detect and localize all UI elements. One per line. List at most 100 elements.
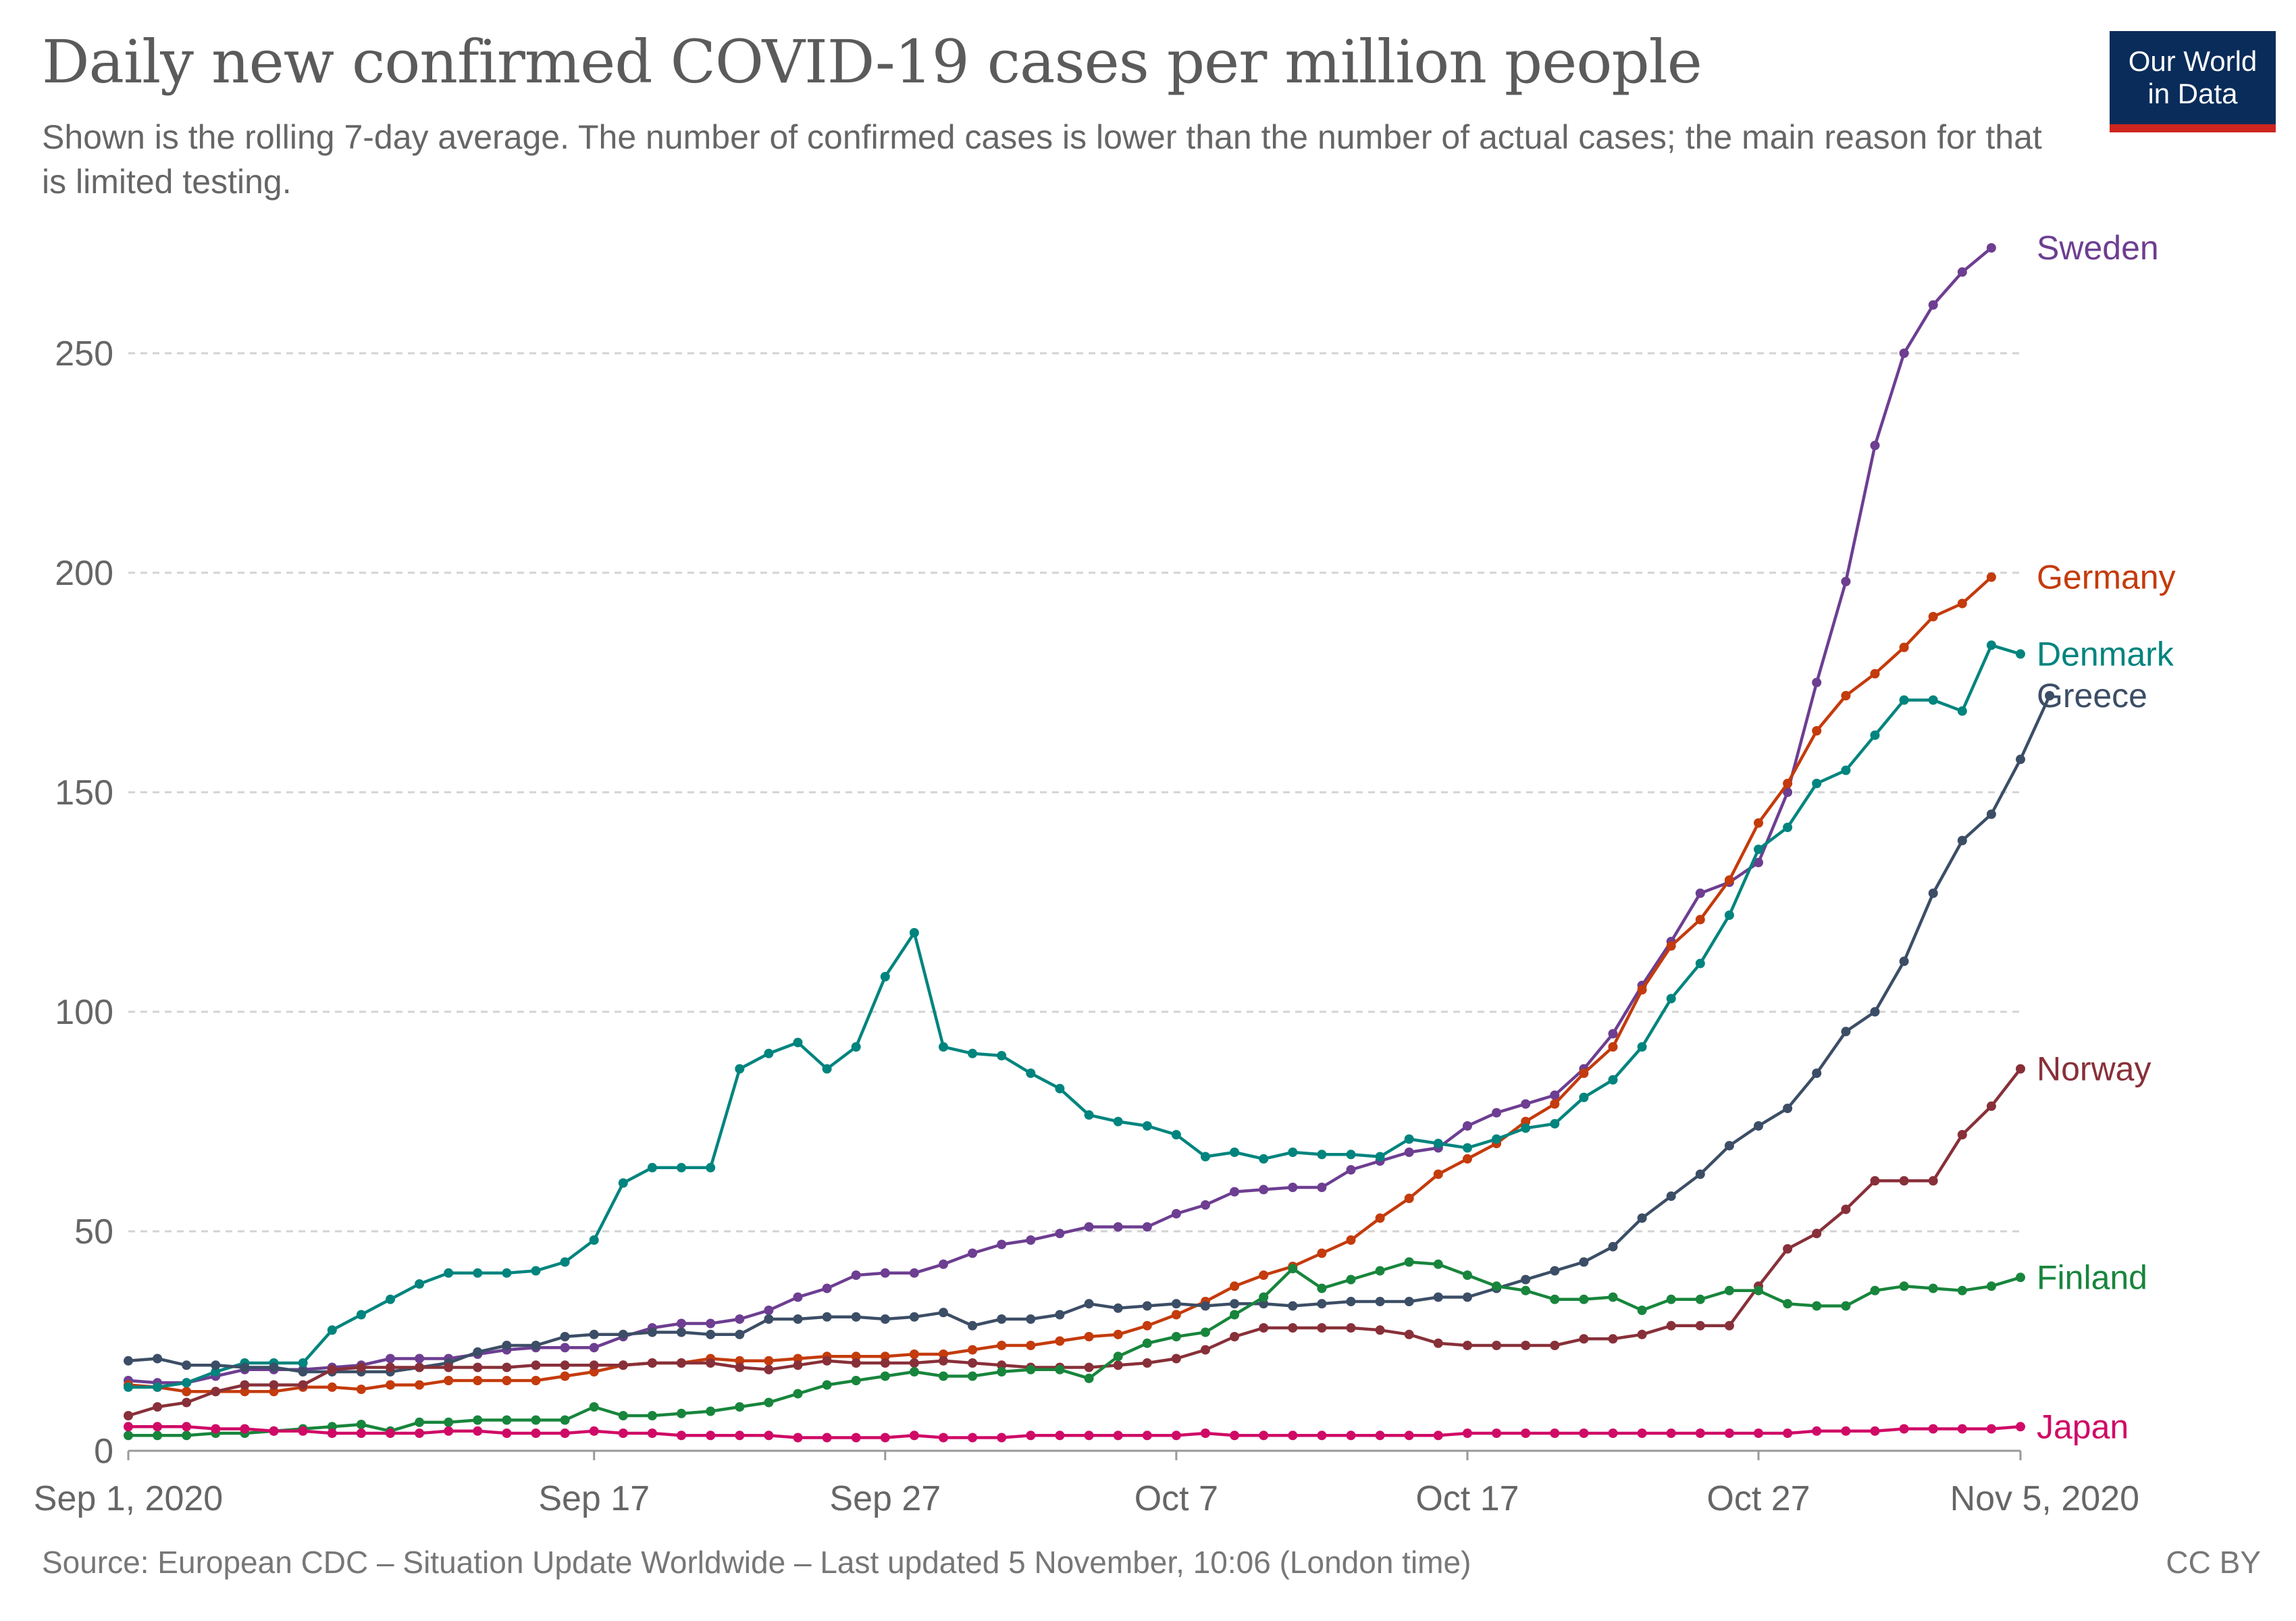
data-point <box>1463 1154 1472 1164</box>
data-point <box>1550 1090 1560 1100</box>
data-point <box>1113 1352 1123 1362</box>
data-point <box>851 1270 861 1280</box>
data-point <box>1579 1092 1589 1102</box>
data-point <box>1754 818 1763 828</box>
data-point <box>327 1382 337 1392</box>
data-point <box>1084 1222 1094 1232</box>
data-point <box>1288 1148 1298 1157</box>
data-point <box>822 1380 832 1390</box>
data-point <box>1171 1130 1181 1139</box>
data-point <box>1142 1222 1152 1232</box>
data-point <box>1463 1270 1472 1280</box>
data-point <box>531 1341 541 1350</box>
series-line <box>128 1425 2021 1439</box>
data-point <box>793 1433 803 1443</box>
data-point <box>415 1429 425 1438</box>
data-point <box>997 1367 1007 1376</box>
data-point <box>1957 835 1967 846</box>
data-point <box>1754 1285 1763 1295</box>
data-point <box>1928 1283 1938 1293</box>
data-point <box>153 1354 163 1364</box>
data-point <box>1928 612 1938 621</box>
series-germany <box>124 572 1996 1397</box>
data-point <box>1346 1275 1356 1285</box>
data-point <box>2016 1422 2025 1432</box>
data-point <box>1579 1294 1589 1304</box>
data-point <box>735 1064 745 1074</box>
data-point <box>1695 1169 1705 1179</box>
data-point <box>997 1239 1007 1250</box>
data-point <box>327 1325 337 1335</box>
data-point <box>1375 1152 1385 1162</box>
data-point <box>735 1431 745 1441</box>
data-point <box>735 1356 745 1366</box>
y-tick-label: 250 <box>55 334 113 374</box>
data-point <box>909 1268 919 1278</box>
series-label-japan: Japan <box>2037 1408 2129 1445</box>
data-point <box>2016 1064 2025 1074</box>
data-point <box>182 1431 192 1441</box>
data-point <box>1812 1069 1822 1078</box>
data-point <box>1550 1118 1560 1129</box>
data-point <box>1201 1200 1210 1210</box>
data-point <box>589 1367 599 1376</box>
data-point <box>502 1429 512 1438</box>
data-point <box>1695 1429 1705 1438</box>
data-point <box>1841 1301 1851 1311</box>
data-point <box>1404 1134 1414 1144</box>
data-point <box>822 1283 832 1293</box>
data-point <box>386 1294 395 1304</box>
data-point <box>1375 1213 1385 1223</box>
data-point <box>939 1371 948 1381</box>
data-point <box>1841 691 1851 700</box>
data-point <box>1783 1429 1793 1438</box>
data-point <box>1492 1281 1502 1291</box>
data-point <box>1259 1431 1269 1441</box>
data-point <box>415 1362 425 1372</box>
data-point <box>1521 1341 1531 1350</box>
data-point <box>1637 1213 1647 1223</box>
data-point <box>793 1354 803 1364</box>
data-point <box>1084 1373 1094 1383</box>
data-point <box>706 1329 716 1339</box>
series-label-denmark: Denmark <box>2037 635 2174 673</box>
series-line <box>128 575 1993 1393</box>
data-point <box>1928 1176 1938 1186</box>
data-point <box>1899 642 1909 652</box>
data-point <box>211 1360 221 1370</box>
data-point <box>1288 1323 1298 1333</box>
data-point <box>706 1358 716 1368</box>
data-point <box>1259 1270 1269 1280</box>
data-point <box>1259 1185 1269 1195</box>
data-point <box>968 1345 978 1355</box>
data-point <box>1928 300 1938 310</box>
data-point <box>1404 1148 1414 1157</box>
data-point <box>1870 1007 1880 1017</box>
data-point <box>1259 1154 1269 1164</box>
data-point <box>1666 994 1676 1004</box>
grid-lines: 0 50 100 150 200 250 <box>55 334 2020 1471</box>
data-point <box>1754 1429 1763 1438</box>
data-point <box>1346 1150 1356 1160</box>
data-point <box>240 1387 250 1397</box>
data-point <box>269 1387 279 1397</box>
data-point <box>1986 640 1996 650</box>
data-point <box>1259 1299 1269 1309</box>
data-point <box>444 1426 454 1436</box>
data-point <box>1783 823 1793 832</box>
data-point <box>269 1426 279 1436</box>
data-point <box>1201 1301 1210 1311</box>
logo-line-1: Our World <box>2128 45 2258 77</box>
data-point <box>1986 572 1996 582</box>
data-point <box>1433 1292 1443 1302</box>
data-point <box>240 1424 250 1434</box>
footer-license[interactable]: CC BY <box>2166 1545 2261 1580</box>
data-point <box>1259 1323 1269 1333</box>
data-point <box>1783 1299 1793 1309</box>
owid-logo[interactable]: Our World in Data <box>2110 31 2276 132</box>
data-point <box>1666 1429 1676 1438</box>
data-point <box>2016 1272 2025 1283</box>
data-point <box>1055 1229 1065 1239</box>
data-point <box>793 1314 803 1324</box>
